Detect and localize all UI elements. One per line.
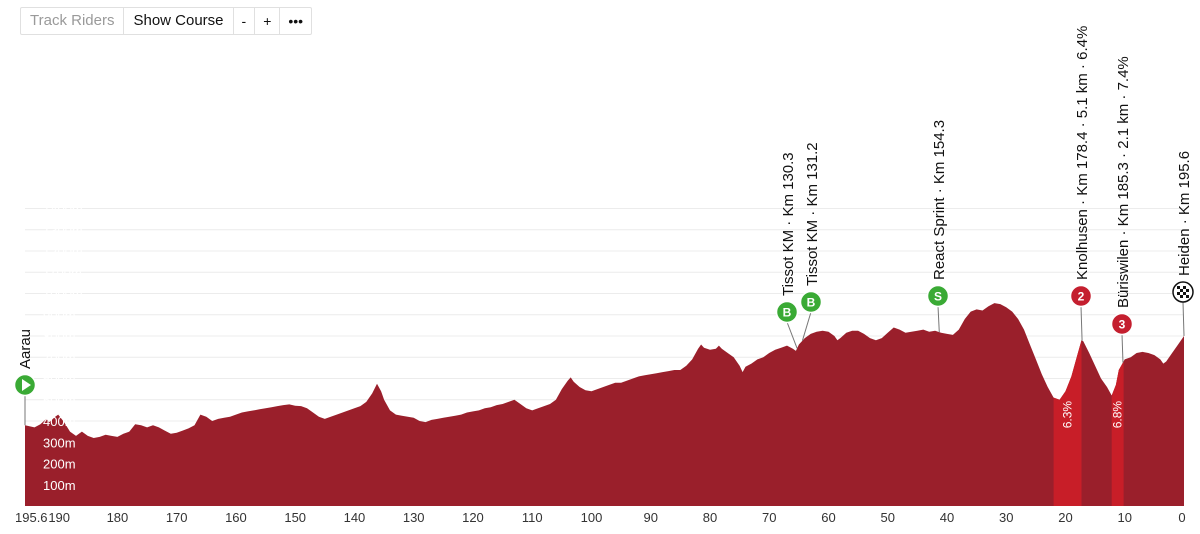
x-tick-label: 160: [225, 510, 247, 525]
annotation-label: Heiden · Km 195.6: [1176, 151, 1193, 276]
profile-area: [25, 303, 1184, 506]
annotation-connector: [801, 311, 812, 341]
y-tick-label: 800m: [43, 329, 76, 344]
start-play-icon[interactable]: [13, 373, 37, 397]
zoom-in-button[interactable]: +: [255, 8, 281, 34]
y-tick-label: 600m: [43, 372, 76, 387]
y-tick-label: 200m: [43, 457, 76, 472]
y-tick-label: 1400m: [43, 202, 83, 217]
x-tick-label: 150: [284, 510, 306, 525]
x-tick-label: 190: [48, 510, 70, 525]
finish-flag-icon: [1172, 281, 1194, 303]
x-tick-label: 80: [703, 510, 717, 525]
annotation-label: Büriswilen · Km 185.3 · 2.1 km · 7.4%: [1115, 56, 1132, 308]
x-tick-label: 180: [107, 510, 129, 525]
x-tick-label: 40: [940, 510, 954, 525]
marker-symbol: S: [934, 290, 942, 304]
kom-marker-icon[interactable]: 2: [1069, 284, 1093, 308]
climb-segment: [1053, 340, 1082, 506]
track-riders-button[interactable]: Track Riders: [21, 8, 125, 34]
climb-highlights: 6.3% 6.8%: [1053, 340, 1125, 506]
marker-symbol: B: [783, 306, 792, 320]
x-tick-label: 70: [762, 510, 776, 525]
annotation-label: Tissot KM · Km 130.3: [780, 152, 797, 296]
more-options-button[interactable]: •••: [288, 13, 304, 29]
annotation-label: Knolhusen · Km 178.4 · 5.1 km · 6.4%: [1074, 26, 1091, 280]
elevation-area: [25, 303, 1184, 506]
y-tick-label: 900m: [43, 308, 76, 323]
chart-toolbar: Track Riders Show Course - + •••: [20, 7, 313, 35]
annotation-connector: [786, 321, 798, 349]
x-tick-label: 60: [821, 510, 835, 525]
y-axis-ticks: 100m 200m 300m 400m 500m 600m 700m 800m 900m 1000…: [43, 202, 83, 493]
sprint-marker-icon[interactable]: S: [926, 284, 950, 308]
x-tick-label: 0: [1178, 510, 1185, 525]
kom-marker-icon[interactable]: 3: [1110, 312, 1134, 336]
annotation-connector: [1121, 333, 1124, 363]
y-tick-label: 1000m: [43, 287, 83, 302]
x-axis-ticks: 195.6 190 180 170 160 150 140 130 120 110 100 90 80 7…: [15, 510, 1186, 525]
x-tick-label: 195.6: [15, 510, 48, 525]
climb-grade-label: 6.3%: [1061, 401, 1075, 429]
show-course-button[interactable]: Show Course: [124, 8, 234, 34]
marker-symbol: 2: [1078, 290, 1085, 304]
y-tick-label: 100m: [43, 478, 76, 493]
annotation-connector: [937, 305, 940, 333]
sprint-marker-icon[interactable]: B: [775, 300, 799, 324]
y-tick-label: 300m: [43, 435, 76, 450]
x-tick-label: 170: [166, 510, 188, 525]
route-annotations: Aarau B Tissot KM · Km 130.3 B Tissot KM · K…: [13, 26, 1194, 426]
y-tick-label: 1300m: [43, 223, 83, 238]
climb-segment: [1111, 361, 1124, 506]
annotation-label: Tissot KM · Km 131.2: [804, 142, 821, 286]
annotation-connector: [1080, 305, 1083, 341]
x-tick-label: 30: [999, 510, 1013, 525]
x-tick-label: 10: [1118, 510, 1132, 525]
x-tick-label: 120: [462, 510, 484, 525]
zoom-out-button[interactable]: -: [234, 8, 256, 34]
climb-grade-label: 6.8%: [1111, 401, 1125, 429]
sprint-marker-icon[interactable]: B: [799, 290, 823, 314]
x-tick-label: 110: [522, 510, 543, 525]
y-tick-label: 500m: [43, 393, 76, 408]
y-tick-label: 700m: [43, 350, 76, 365]
x-tick-label: 20: [1058, 510, 1072, 525]
y-tick-label: 400m: [43, 414, 76, 429]
annotation-label: React Sprint · Km 154.3: [931, 120, 948, 280]
x-tick-label: 140: [344, 510, 366, 525]
x-tick-label: 90: [643, 510, 657, 525]
marker-symbol: 3: [1119, 318, 1126, 332]
marker-symbol: B: [807, 296, 816, 310]
y-tick-label: 1200m: [43, 244, 83, 259]
annotation-connector: [1182, 301, 1185, 337]
x-tick-label: 100: [581, 510, 603, 525]
x-tick-label: 130: [403, 510, 425, 525]
y-tick-label: 1100m: [43, 265, 82, 280]
x-tick-label: 50: [880, 510, 894, 525]
annotation-label: Aarau: [17, 329, 34, 369]
